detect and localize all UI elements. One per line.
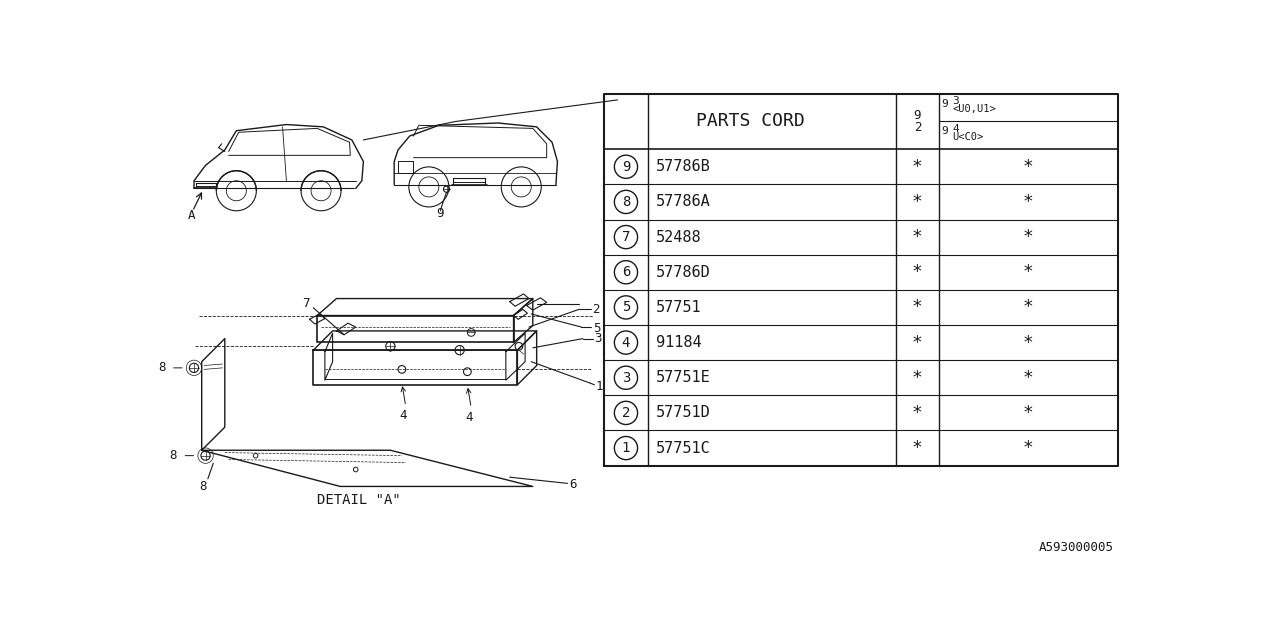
Text: *: * — [1023, 263, 1034, 281]
Text: *: * — [1023, 333, 1034, 351]
Text: 2: 2 — [914, 121, 922, 134]
Text: 57751C: 57751C — [657, 440, 710, 456]
Text: *: * — [1023, 158, 1034, 176]
Text: 9: 9 — [436, 207, 444, 220]
Text: 6: 6 — [622, 265, 630, 279]
Text: 3: 3 — [594, 332, 602, 345]
Text: 1: 1 — [596, 380, 603, 393]
Text: *: * — [911, 158, 923, 176]
Text: *: * — [911, 263, 923, 281]
Text: 5: 5 — [622, 300, 630, 314]
Text: *: * — [911, 298, 923, 316]
Text: 57786B: 57786B — [657, 159, 710, 174]
Text: PARTS CORD: PARTS CORD — [695, 113, 804, 131]
Text: 7: 7 — [302, 298, 310, 310]
Text: *: * — [911, 439, 923, 457]
Text: DETAIL "A": DETAIL "A" — [317, 493, 401, 508]
Text: 57751D: 57751D — [657, 405, 710, 420]
Text: 91184: 91184 — [657, 335, 701, 350]
Text: 57751: 57751 — [657, 300, 701, 315]
Text: 3: 3 — [952, 97, 959, 106]
Text: *: * — [1023, 369, 1034, 387]
Text: 4: 4 — [622, 335, 630, 349]
Text: *: * — [911, 404, 923, 422]
Text: 9: 9 — [622, 160, 630, 174]
Text: 52488: 52488 — [657, 230, 701, 244]
Text: 9: 9 — [914, 109, 922, 122]
Text: 3: 3 — [622, 371, 630, 385]
Text: 8: 8 — [157, 362, 165, 374]
Text: *: * — [1023, 404, 1034, 422]
Text: *: * — [1023, 439, 1034, 457]
Text: U<C0>: U<C0> — [952, 132, 984, 142]
Text: 1: 1 — [622, 441, 630, 455]
Text: A593000005: A593000005 — [1039, 541, 1114, 554]
Text: 6: 6 — [570, 478, 576, 492]
Text: *: * — [1023, 298, 1034, 316]
Text: 7: 7 — [622, 230, 630, 244]
Text: 57751E: 57751E — [657, 371, 710, 385]
Text: 4: 4 — [465, 411, 472, 424]
Text: 4: 4 — [399, 409, 407, 422]
Text: A: A — [188, 209, 196, 222]
Text: *: * — [911, 369, 923, 387]
Text: 8: 8 — [622, 195, 630, 209]
Text: *: * — [911, 228, 923, 246]
Text: 8: 8 — [169, 449, 177, 462]
Text: 57786D: 57786D — [657, 265, 710, 280]
Text: <U0,U1>: <U0,U1> — [952, 104, 996, 114]
Text: *: * — [1023, 228, 1034, 246]
Text: 57786A: 57786A — [657, 195, 710, 209]
Text: 8: 8 — [200, 480, 207, 493]
Text: 2: 2 — [593, 303, 599, 316]
Text: *: * — [1023, 193, 1034, 211]
Text: 5: 5 — [593, 322, 600, 335]
Text: *: * — [911, 333, 923, 351]
Text: 4: 4 — [952, 124, 959, 134]
Text: 9: 9 — [942, 99, 948, 109]
Text: *: * — [911, 193, 923, 211]
Text: 9: 9 — [942, 127, 948, 136]
Text: 2: 2 — [622, 406, 630, 420]
